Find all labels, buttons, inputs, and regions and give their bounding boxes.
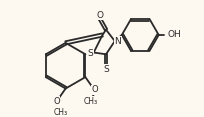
Text: OH: OH bbox=[167, 30, 181, 39]
Text: S: S bbox=[103, 65, 108, 74]
Text: S: S bbox=[87, 49, 93, 58]
Text: O: O bbox=[96, 11, 103, 20]
Text: CH₃: CH₃ bbox=[53, 108, 67, 117]
Text: CH₃: CH₃ bbox=[83, 97, 97, 106]
Text: N: N bbox=[114, 37, 121, 46]
Text: O: O bbox=[91, 85, 98, 94]
Text: O: O bbox=[53, 97, 60, 106]
